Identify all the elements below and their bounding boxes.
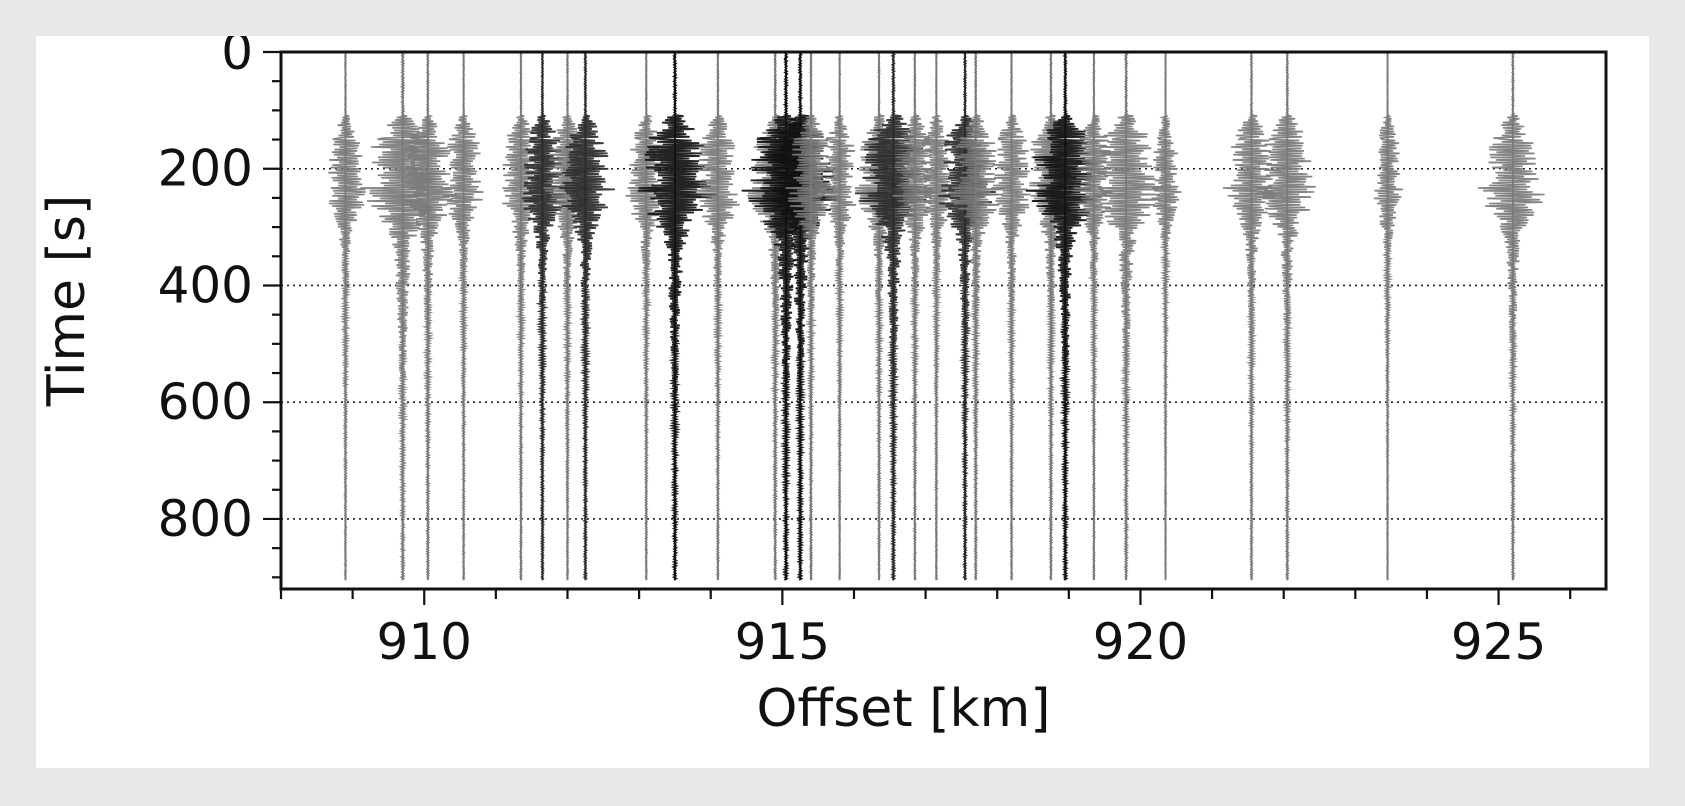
seismic-trace	[1477, 51, 1545, 581]
y-tick-label: 400	[158, 256, 253, 314]
trace-layer	[328, 51, 1545, 581]
y-tick-label: 200	[158, 140, 253, 198]
seismic-trace	[920, 51, 956, 581]
seismic-trace	[328, 51, 366, 581]
x-axis: 910 915 920 925	[279, 589, 1572, 671]
y-tick-label: 0	[221, 36, 253, 81]
seismic-trace	[1255, 51, 1316, 581]
x-tick-label: 925	[1451, 613, 1546, 671]
y-axis-label: Time [s]	[37, 195, 97, 407]
x-tick-label: 920	[1093, 613, 1188, 671]
seismic-trace	[440, 51, 484, 581]
record-section-chart: 0 200 400 600 800 910 915 920 925 Time [s] Offs…	[37, 36, 1608, 739]
x-tick-label: 915	[735, 613, 830, 671]
x-tick-label: 910	[377, 613, 472, 671]
y-axis: 0 200 400 600 800	[158, 36, 281, 579]
plot-frame	[279, 50, 1608, 591]
seismic-trace	[691, 51, 740, 581]
y-tick-label: 800	[158, 490, 253, 548]
seismic-trace	[360, 51, 443, 581]
seismic-trace	[1222, 51, 1276, 581]
seismogram-figure: 0 200 400 600 800 910 915 920 925 Time [s] Offs…	[36, 36, 1649, 768]
seismic-trace	[1094, 51, 1165, 581]
x-axis-label: Offset [km]	[756, 679, 1050, 739]
y-tick-label: 600	[158, 373, 253, 431]
seismic-trace	[821, 51, 857, 581]
seismic-trace	[1151, 51, 1182, 581]
